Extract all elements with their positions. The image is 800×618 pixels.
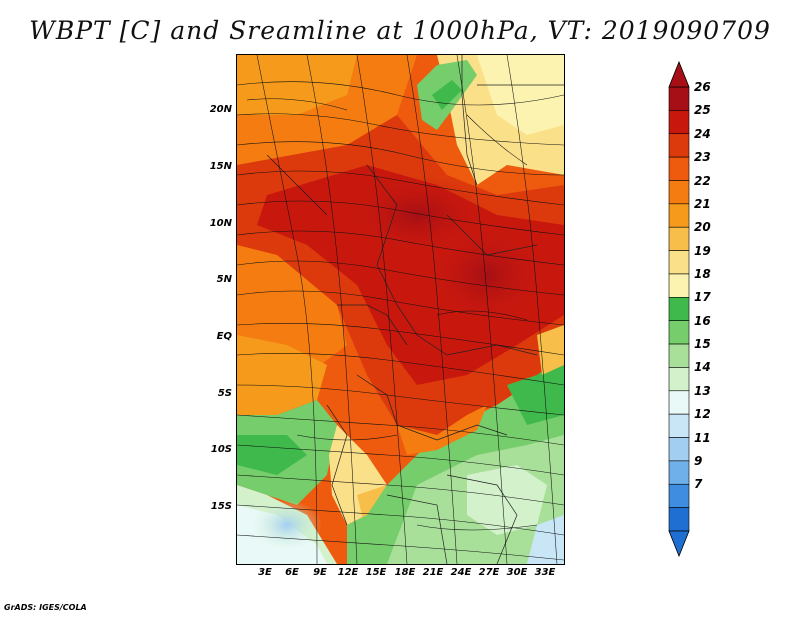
lon-label: 21E [422, 567, 444, 578]
lon-label: 33E [534, 567, 556, 578]
colorbar-upper-arrow [668, 60, 690, 88]
colorbar-swatch [668, 156, 690, 181]
colorbar-swatch [668, 180, 690, 205]
colorbar-lower-arrow [668, 530, 690, 558]
colorbar-swatch [668, 507, 690, 532]
colorbar-label: 21 [694, 196, 711, 211]
colorbar-label: 22 [694, 173, 711, 188]
map-panel [236, 54, 565, 565]
wbpt-field [237, 55, 564, 564]
lon-label: 30E [506, 567, 528, 578]
colorbar-label: 23 [694, 150, 711, 165]
colorbar-label: 11 [694, 430, 711, 445]
colorbar-swatch [668, 437, 690, 462]
colorbar-label: 9 [694, 453, 703, 468]
lon-label: 9E [313, 567, 327, 578]
colorbar-label: 20 [694, 220, 711, 235]
colorbar-swatch [668, 250, 690, 275]
lon-label: 18E [394, 567, 416, 578]
lon-label: 27E [478, 567, 500, 578]
colorbar-label: 14 [694, 360, 711, 375]
lon-label: 3E [258, 567, 272, 578]
colorbar-label: 17 [694, 290, 711, 305]
lat-label: 15S [210, 501, 232, 512]
colorbar-swatch [668, 343, 690, 368]
lon-label: 15E [365, 567, 387, 578]
colorbar-label: 12 [694, 407, 711, 422]
lat-label: 5N [216, 274, 232, 285]
lon-label: 24E [450, 567, 472, 578]
colorbar-label: 25 [694, 103, 711, 118]
footer-credit: GrADS: IGES/COLA [4, 603, 87, 612]
lat-label: 20N [209, 104, 232, 115]
colorbar-swatch [668, 320, 690, 345]
colorbar-swatch [668, 390, 690, 415]
colorbar-label: 24 [694, 126, 711, 141]
colorbar-swatch [668, 413, 690, 438]
lat-label: 15N [209, 161, 232, 172]
lat-label: EQ [216, 331, 232, 342]
map-title: WBPT [C] and Sreamline at 1000hPa, VT: 2… [29, 16, 771, 45]
colorbar-swatch [668, 203, 690, 228]
lat-label: 10N [209, 218, 232, 229]
lon-label: 12E [337, 567, 359, 578]
colorbar-swatch [668, 226, 690, 251]
colorbar-swatch [668, 460, 690, 485]
colorbar-label: 16 [694, 313, 711, 328]
colorbar-swatch [668, 297, 690, 321]
colorbar-label: 13 [694, 383, 711, 398]
colorbar-label: 7 [694, 477, 703, 492]
streamline-arrows [237, 55, 564, 564]
colorbar-label: 19 [694, 243, 711, 258]
colorbar-swatch [668, 86, 690, 111]
colorbar-label: 15 [694, 337, 711, 352]
colorbar-swatch [668, 273, 690, 298]
colorbar-swatch [668, 367, 690, 392]
lat-label: 5S [217, 388, 232, 399]
colorbar-label: 18 [694, 266, 711, 281]
lon-label: 6E [285, 567, 299, 578]
colorbar-swatch [668, 483, 690, 508]
colorbar-swatch [668, 110, 690, 135]
colorbar-label: 26 [694, 80, 711, 94]
lat-label: 10S [210, 444, 232, 455]
colorbar-swatch [668, 133, 690, 158]
